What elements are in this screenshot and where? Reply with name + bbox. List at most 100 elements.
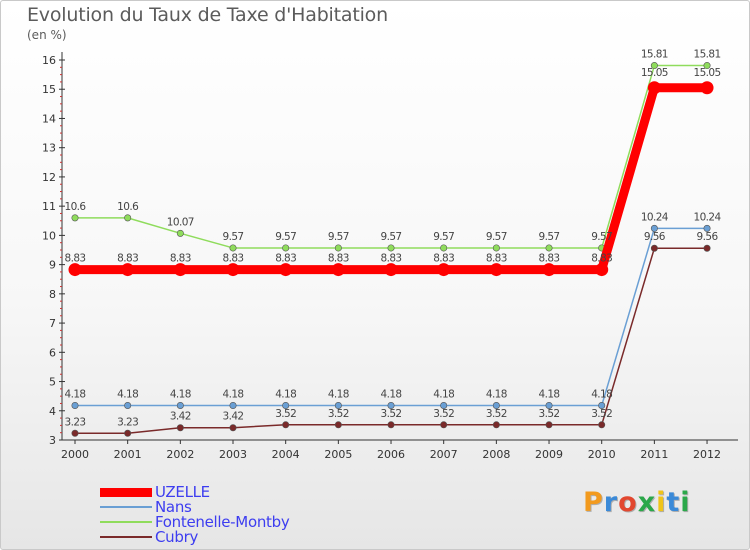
y-tick-label: 16 — [42, 54, 56, 67]
data-point — [545, 402, 553, 410]
data-point — [334, 402, 342, 410]
y-tick-label: 9 — [49, 259, 56, 272]
legend-swatch — [100, 521, 152, 523]
data-label: 8.83 — [381, 253, 402, 265]
data-label: 10.07 — [167, 216, 194, 228]
data-label: 15.81 — [641, 49, 668, 61]
data-label: 4.18 — [433, 389, 454, 401]
data-label: 10.24 — [641, 211, 669, 223]
y-tick-label: 3 — [49, 434, 56, 447]
data-label: 3.52 — [486, 408, 507, 420]
x-tick-label: 2004 — [272, 448, 300, 461]
x-tick-label: 2011 — [640, 448, 668, 461]
data-label: 8.83 — [328, 253, 349, 265]
logo-letter: o — [618, 487, 638, 518]
data-point — [71, 214, 79, 222]
data-label: 4.18 — [223, 389, 244, 401]
data-label: 3.52 — [591, 408, 612, 420]
data-label: 4.18 — [328, 389, 349, 401]
y-tick-label: 5 — [49, 376, 56, 389]
data-label: 4.18 — [170, 389, 191, 401]
logo-letter: t — [666, 487, 681, 518]
data-point — [384, 263, 398, 277]
data-label: 9.56 — [697, 231, 719, 243]
data-point — [387, 244, 395, 252]
data-point — [176, 229, 184, 237]
y-tick-label: 8 — [49, 288, 56, 301]
legend-label: UZELLE — [155, 483, 210, 501]
data-label: 9.56 — [644, 231, 666, 243]
y-tick-label: 7 — [49, 317, 56, 330]
data-point — [71, 429, 79, 437]
data-label: 15.05 — [641, 67, 668, 79]
data-label: 9.57 — [486, 231, 507, 243]
data-label: 8.83 — [170, 253, 191, 265]
proxiti-logo: Proxiti — [583, 487, 691, 518]
data-point — [545, 421, 553, 429]
data-point — [703, 62, 711, 70]
y-tick-label: 4 — [49, 405, 56, 418]
data-point — [703, 244, 711, 252]
data-point — [703, 224, 711, 232]
data-label: 3.52 — [381, 408, 402, 420]
data-point — [440, 402, 448, 410]
data-point — [226, 263, 240, 277]
x-tick-label: 2002 — [166, 448, 194, 461]
x-tick-label: 2010 — [588, 448, 616, 461]
data-label: 9.57 — [223, 231, 244, 243]
data-point — [595, 263, 609, 277]
data-point — [173, 263, 187, 277]
data-label: 3.42 — [170, 411, 191, 423]
data-label: 3.52 — [433, 408, 454, 420]
data-point — [437, 263, 451, 277]
x-tick-label: 2005 — [324, 448, 352, 461]
data-point — [124, 214, 132, 222]
legend-label: Cubry — [155, 528, 199, 546]
data-point — [71, 402, 79, 410]
data-label: 15.05 — [694, 67, 721, 79]
data-point — [492, 244, 500, 252]
data-label: 4.18 — [591, 389, 612, 401]
data-label: 8.83 — [486, 253, 507, 265]
data-point — [334, 244, 342, 252]
data-label: 4.18 — [275, 389, 296, 401]
x-tick-label: 2012 — [693, 448, 721, 461]
data-label: 4.18 — [486, 389, 507, 401]
x-tick-label: 2007 — [430, 448, 458, 461]
x-tick-label: 2008 — [482, 448, 510, 461]
data-point — [542, 263, 556, 277]
data-point — [282, 421, 290, 429]
data-label: 9.57 — [433, 231, 454, 243]
data-point — [598, 421, 606, 429]
logo-letter: x — [637, 487, 657, 518]
data-point — [387, 421, 395, 429]
data-label: 8.83 — [275, 253, 296, 265]
data-point — [331, 263, 345, 277]
y-tick-label: 10 — [42, 229, 56, 242]
data-point — [176, 424, 184, 432]
data-point — [282, 402, 290, 410]
y-tick-label: 15 — [42, 83, 56, 96]
data-point — [229, 244, 237, 252]
data-point — [124, 429, 132, 437]
data-label: 3.23 — [117, 416, 138, 428]
data-point — [440, 421, 448, 429]
data-point — [334, 421, 342, 429]
x-tick-label: 2000 — [61, 448, 89, 461]
unit-label: (en %) — [27, 28, 67, 42]
data-point — [282, 244, 290, 252]
y-tick-label: 6 — [49, 346, 56, 359]
data-label: 9.57 — [381, 231, 402, 243]
y-tick-label: 13 — [42, 142, 56, 155]
logo-letter: r — [603, 487, 619, 518]
x-tick-label: 2001 — [114, 448, 142, 461]
data-label: 3.52 — [328, 408, 349, 420]
data-label: 3.42 — [223, 411, 244, 423]
data-point — [279, 263, 293, 277]
data-label: 4.18 — [381, 389, 402, 401]
data-point — [124, 402, 132, 410]
data-label: 3.52 — [275, 408, 296, 420]
data-point — [650, 224, 658, 232]
data-label: 10.6 — [117, 201, 139, 213]
